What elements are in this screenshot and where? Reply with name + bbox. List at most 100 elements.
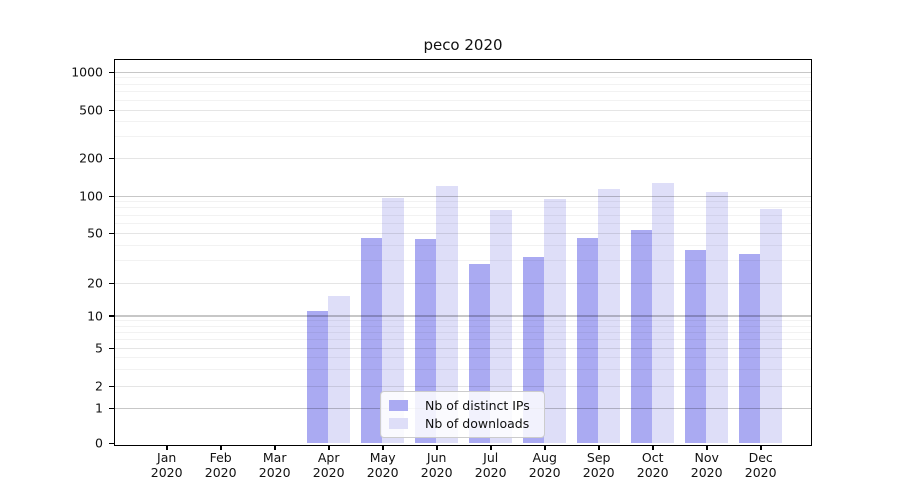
x-tick-year: 2020 (258, 465, 291, 480)
y-gridline (114, 109, 811, 111)
x-tick-month: Oct (641, 450, 664, 465)
y-axis-tick-label: 200 (79, 150, 103, 166)
y-gridline (114, 157, 811, 159)
y-minor-gridline (114, 121, 811, 123)
bar-downloads (706, 192, 728, 444)
bar-downloads (328, 296, 350, 444)
x-tick-year: 2020 (528, 465, 561, 480)
x-tick-year: 2020 (420, 465, 453, 480)
x-axis-tick-mark (490, 445, 492, 450)
x-axis-tick-label: Apr 2020 (313, 450, 345, 480)
x-tick-month: Jul (483, 450, 499, 465)
x-tick-year: 2020 (582, 465, 615, 480)
x-axis-tick-label: Nov 2020 (691, 450, 723, 480)
x-axis-tick-mark (544, 445, 546, 450)
x-tick-year: 2020 (744, 465, 777, 480)
bar-downloads (544, 198, 566, 444)
x-tick-month: Aug (532, 450, 557, 465)
y-axis-tick-label: 0 (95, 435, 103, 451)
legend-swatch-distinct-ips (389, 399, 408, 411)
bar-downloads (652, 183, 674, 444)
bar-downloads (436, 185, 458, 444)
x-axis-tick-label: Sep 2020 (583, 450, 615, 480)
x-tick-year: 2020 (366, 465, 399, 480)
y-axis-tick-mark (109, 315, 114, 317)
y-axis-tick-label: 2 (95, 378, 103, 394)
y-axis-tick-label: 5 (95, 340, 103, 356)
y-minor-gridline (114, 136, 811, 138)
y-axis-tick-label: 20 (87, 275, 103, 291)
x-axis-tick-mark (328, 445, 330, 450)
x-tick-year: 2020 (474, 465, 507, 480)
y-axis-tick-label: 10 (87, 308, 103, 324)
y-axis-tick-mark (109, 157, 114, 159)
bar-distinct-ips (738, 253, 761, 444)
bar-downloads (598, 188, 620, 444)
y-axis-tick-label: 50 (87, 225, 103, 241)
y-minor-gridline (114, 91, 811, 93)
x-tick-month: Dec (748, 450, 773, 465)
y-axis-tick-mark (109, 232, 114, 234)
bar-downloads (490, 210, 512, 444)
x-axis-tick-mark (166, 445, 168, 450)
x-tick-year: 2020 (312, 465, 345, 480)
x-axis-tick-mark (598, 445, 600, 450)
x-axis-tick-mark (706, 445, 708, 450)
x-tick-year: 2020 (204, 465, 237, 480)
legend-item: Nb of downloads (389, 416, 536, 431)
x-axis-tick-label: Jun 2020 (421, 450, 453, 480)
x-tick-month: May (369, 450, 396, 465)
y-gridline (114, 71, 811, 74)
x-tick-month: Jun (426, 450, 447, 465)
x-axis-tick-label: Aug 2020 (529, 450, 561, 480)
x-axis-tick-label: Feb 2020 (205, 450, 237, 480)
x-tick-month: Jan (157, 450, 177, 465)
plot-area (113, 58, 812, 446)
bar-distinct-ips (684, 250, 707, 444)
x-tick-year: 2020 (150, 465, 183, 480)
x-axis-tick-mark (436, 445, 438, 450)
x-tick-month: Nov (694, 450, 719, 465)
y-axis-tick-mark (109, 407, 114, 410)
legend-swatch-downloads (389, 418, 408, 430)
y-axis-tick-mark (109, 109, 114, 111)
x-tick-month: Sep (586, 450, 611, 465)
y-minor-gridline (114, 77, 811, 79)
bar-distinct-ips (576, 238, 599, 444)
x-tick-month: Mar (262, 450, 287, 465)
chart-title: peco 2020 (423, 36, 503, 54)
x-axis-tick-label: May 2020 (367, 450, 399, 480)
legend-label: Nb of distinct IPs (425, 397, 530, 413)
x-tick-year: 2020 (636, 465, 669, 480)
x-axis-tick-mark (760, 445, 762, 450)
y-axis-tick-mark (109, 442, 114, 445)
x-axis-tick-mark (274, 445, 276, 450)
bar-downloads (760, 208, 782, 444)
y-axis-tick-label: 1000 (71, 64, 103, 80)
x-axis-tick-label: Jan 2020 (151, 450, 183, 480)
y-minor-gridline (114, 83, 811, 85)
x-axis-tick-label: Mar 2020 (259, 450, 291, 480)
legend: Nb of distinct IPs Nb of downloads (380, 391, 545, 438)
x-tick-month: Apr (317, 450, 340, 465)
x-axis-tick-mark (652, 445, 654, 450)
y-axis-tick-mark (109, 282, 114, 284)
legend-item: Nb of distinct IPs (389, 398, 536, 413)
bar-distinct-ips (306, 310, 329, 444)
x-tick-year: 2020 (690, 465, 723, 480)
y-axis-tick-mark (109, 385, 114, 387)
y-axis-tick-label: 1 (95, 400, 103, 416)
y-axis-tick-label: 500 (79, 102, 103, 118)
x-axis-tick-mark (382, 445, 384, 450)
x-axis-tick-label: Jul 2020 (475, 450, 507, 480)
x-axis-tick-mark (220, 445, 222, 450)
y-axis-tick-label: 100 (79, 188, 103, 204)
y-axis-tick-mark (109, 195, 114, 197)
bar-downloads (382, 197, 404, 444)
x-axis-tick-label: Oct 2020 (637, 450, 669, 480)
x-axis-tick-label: Dec 2020 (745, 450, 777, 480)
y-axis-tick-mark (109, 347, 114, 350)
y-axis-tick-mark (109, 71, 114, 73)
bar-distinct-ips (630, 230, 653, 444)
